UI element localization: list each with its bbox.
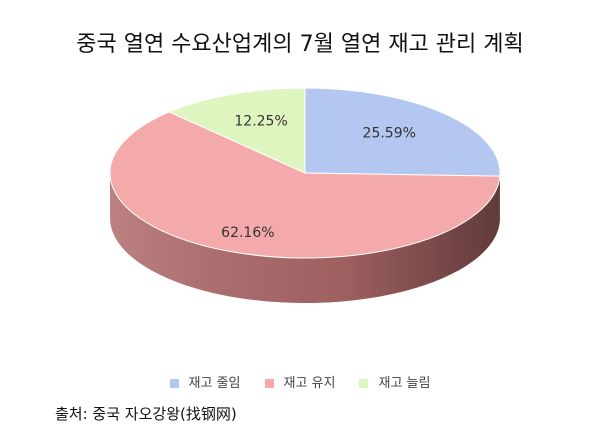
legend-swatch — [169, 379, 179, 388]
pie-chart: 25.59% 62.16% 12.25% — [109, 87, 501, 303]
slice-side-shade-1 — [110, 173, 500, 303]
slice-1 — [109, 111, 501, 259]
legend: 재고 줄임 재고 유지 재고 늘림 — [0, 372, 600, 391]
chart-title: 중국 열연 수요산업계의 7월 열연 재고 관리 계획 — [76, 32, 524, 57]
data-label-0: 25.59% — [363, 126, 416, 142]
legend-swatch — [359, 379, 369, 388]
legend-swatch — [264, 379, 274, 388]
legend-label: 재고 늘림 — [378, 376, 431, 391]
legend-label: 재고 줄임 — [188, 376, 241, 391]
data-label-2: 12.25% — [234, 114, 287, 130]
legend-item-2: 재고 늘림 — [359, 372, 430, 391]
legend-item-1: 재고 유지 — [264, 372, 336, 391]
source-note: 출처: 중국 자오강왕(找钢网) — [55, 405, 237, 423]
slice-2 — [168, 87, 306, 174]
data-label-1: 62.16% — [221, 225, 274, 241]
legend-item-0: 재고 줄임 — [169, 372, 241, 391]
slice-0 — [304, 87, 501, 177]
legend-label: 재고 유지 — [283, 376, 336, 391]
